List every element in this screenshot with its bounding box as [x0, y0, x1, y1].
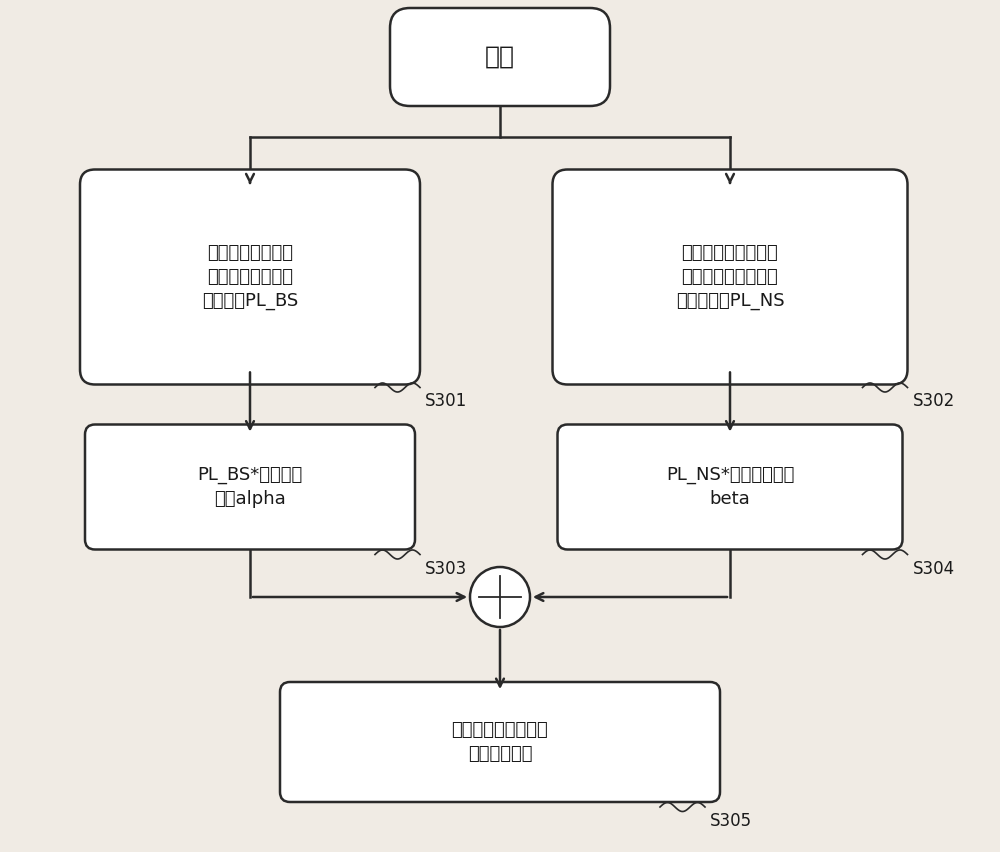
FancyBboxPatch shape — [85, 424, 415, 550]
Text: S303: S303 — [425, 560, 467, 578]
Text: 结合其他参数，确定
开环发射功率: 结合其他参数，确定 开环发射功率 — [452, 721, 548, 763]
Text: 开始: 开始 — [485, 45, 515, 69]
FancyBboxPatch shape — [280, 682, 720, 802]
Circle shape — [470, 567, 530, 627]
FancyBboxPatch shape — [552, 170, 907, 384]
Text: S301: S301 — [425, 393, 467, 411]
FancyBboxPatch shape — [558, 424, 902, 550]
Text: 根据下行导频信道
测量用户到本小区
基站路损PL_BS: 根据下行导频信道 测量用户到本小区 基站路损PL_BS — [202, 245, 298, 310]
Text: 根据下行导频信道测
量用户到最近相邻小
区基站路损PL_NS: 根据下行导频信道测 量用户到最近相邻小 区基站路损PL_NS — [676, 245, 784, 310]
FancyBboxPatch shape — [80, 170, 420, 384]
Text: PL_NS*干扰控制因子
beta: PL_NS*干扰控制因子 beta — [666, 466, 794, 508]
Text: S304: S304 — [912, 560, 955, 578]
Text: PL_BS*路损补偿
因子alpha: PL_BS*路损补偿 因子alpha — [197, 466, 303, 508]
Text: S302: S302 — [912, 393, 955, 411]
Text: S305: S305 — [710, 812, 752, 830]
FancyBboxPatch shape — [390, 8, 610, 106]
